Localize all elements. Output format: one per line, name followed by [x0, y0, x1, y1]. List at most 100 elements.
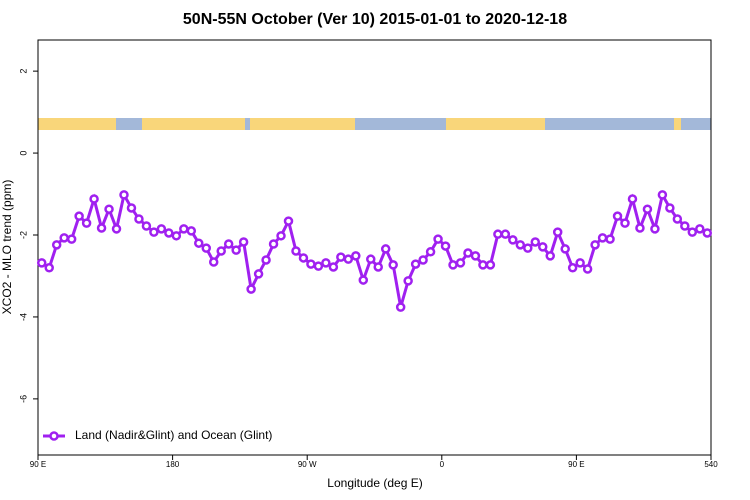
data-point: [425, 247, 436, 257]
data-point: [328, 262, 339, 272]
data-point: [403, 276, 413, 286]
data-point: [134, 214, 144, 224]
data-point: [650, 224, 660, 234]
data-point: [672, 214, 683, 224]
land-band: [250, 118, 355, 130]
data-point: [545, 251, 555, 261]
data-point: [126, 203, 137, 213]
data-point: [358, 275, 369, 285]
data-point: [366, 254, 376, 264]
data-point: [321, 258, 331, 268]
x-tick-label: 90 E: [568, 460, 584, 469]
data-point: [141, 221, 152, 231]
data-point: [104, 204, 114, 214]
legend-label: Land (Nadir&Glint) and Ocean (Glint): [75, 428, 272, 442]
x-axis-label: Longitude (deg E): [327, 476, 422, 490]
data-point: [164, 228, 174, 238]
x-tick-label: 180: [166, 460, 180, 469]
data-point: [111, 224, 122, 234]
data-point: [59, 233, 69, 243]
data-point: [395, 302, 406, 312]
data-point: [186, 226, 197, 236]
y-tick-label: -6: [18, 395, 28, 403]
data-point: [680, 221, 690, 231]
data-point: [298, 253, 309, 263]
data-point: [171, 231, 182, 241]
data-point: [388, 260, 398, 270]
data-point: [179, 224, 189, 234]
data-point: [194, 238, 204, 248]
data-point: [89, 194, 99, 204]
x-tick-label: 90 W: [298, 460, 317, 469]
data-point: [582, 264, 593, 274]
data-point: [567, 263, 578, 273]
y-tick-label: -2: [18, 231, 28, 239]
data-point: [36, 258, 47, 268]
data-point: [351, 251, 361, 261]
data-point: [306, 259, 316, 269]
y-tick-label: -4: [18, 313, 28, 321]
data-point: [605, 234, 615, 244]
x-tick-label: 90 E: [30, 460, 46, 469]
land-band: [38, 118, 116, 130]
data-point: [208, 257, 219, 267]
data-point: [336, 252, 346, 262]
data-point: [380, 244, 391, 254]
data-point: [687, 227, 698, 237]
data-point: [149, 227, 159, 237]
data-point: [500, 229, 511, 239]
data-point: [620, 218, 630, 228]
data-point: [612, 211, 623, 221]
data-point: [448, 260, 458, 270]
data-point: [642, 204, 653, 214]
data-point: [51, 240, 62, 250]
data-point: [702, 228, 713, 238]
data-point: [418, 255, 428, 265]
data-point: [253, 269, 264, 279]
data-point: [96, 223, 107, 233]
data-point: [530, 237, 541, 247]
data-point: [246, 284, 256, 294]
data-point: [485, 260, 496, 270]
data-point: [515, 240, 526, 250]
data-point: [201, 243, 211, 253]
data-point: [74, 211, 84, 221]
data-point: [373, 262, 383, 272]
data-point: [538, 242, 548, 252]
data-point: [231, 245, 241, 255]
data-point: [455, 258, 466, 268]
chart-title: 50N-55N October (Ver 10) 2015-01-01 to 2…: [183, 11, 567, 28]
plot-frame: [37, 39, 712, 456]
data-line: [40, 190, 708, 308]
data-point: [493, 229, 503, 239]
data-point: [627, 194, 638, 204]
data-point: [508, 235, 518, 245]
y-tick-label: 0: [18, 151, 28, 156]
data-point: [665, 203, 675, 213]
data-point: [276, 231, 286, 241]
x-tick-label: 0: [440, 460, 445, 469]
land-band: [674, 118, 681, 130]
data-point: [268, 239, 279, 249]
data-point: [590, 240, 600, 250]
data-point: [238, 237, 249, 247]
data-point: [66, 234, 77, 244]
ocean-band: [38, 118, 711, 130]
land-band: [142, 118, 245, 130]
data-point: [81, 218, 92, 228]
data-point: [597, 233, 608, 243]
data-point: [410, 259, 421, 269]
data-point: [119, 190, 129, 200]
data-point: [695, 224, 705, 234]
land-band: [446, 118, 545, 130]
data-point: [223, 239, 234, 249]
data-point: [156, 224, 167, 234]
x-tick-label: 540: [704, 460, 718, 469]
data-point: [44, 263, 54, 273]
data-point: [560, 244, 570, 254]
data-point: [552, 227, 563, 237]
y-tick-label: 2: [18, 69, 28, 74]
data-point: [291, 246, 301, 256]
data-point: [657, 190, 668, 200]
